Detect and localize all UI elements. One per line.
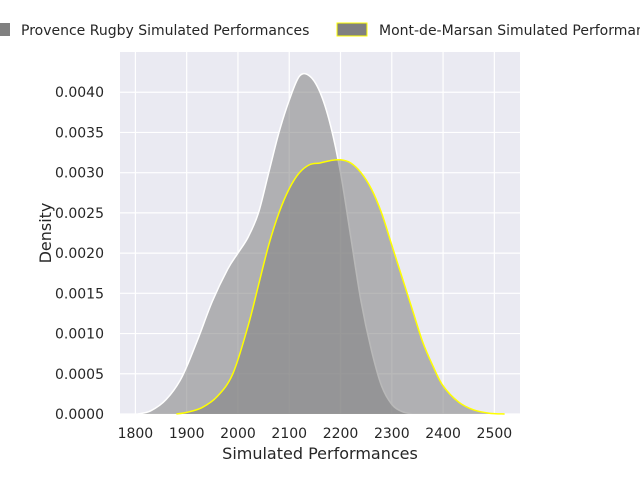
legend-swatch-mont-de-marsan [336,22,368,37]
y-tick-label: 0.0005 [55,367,104,383]
y-axis-label: Density [36,203,55,264]
legend: Provence Rugby Simulated Performances Mo… [0,22,640,39]
density-line-series-1 [176,158,505,415]
x-tick-label: 2300 [374,426,410,442]
y-tick-label: 0.0035 [55,125,104,141]
legend-label-mont-de-marsan: Mont-de-Marsan Simulated Performances [379,23,640,39]
y-tick-label: 0.0040 [55,85,104,101]
x-tick-label: 1800 [118,426,154,442]
x-tick-label: 2200 [323,426,359,442]
legend-label-provence: Provence Rugby Simulated Performances [21,23,309,39]
density-areas [137,72,505,415]
y-tick-label: 0.0020 [55,246,104,262]
x-tick-label: 2500 [477,426,513,442]
density-area-series-1 [176,159,505,414]
x-tick-label: 1900 [169,426,205,442]
y-tick-label: 0.0015 [55,286,104,302]
y-tick-label: 0.0000 [55,407,104,423]
legend-swatch-provence [0,23,10,36]
x-tick-label: 2100 [271,426,307,442]
x-tick-labels: 1800 1900 2000 2100 2200 2300 2400 2500 [118,426,513,442]
x-axis-label: Simulated Performances [222,444,418,463]
x-tick-label: 2000 [220,426,256,442]
y-tick-label: 0.0025 [55,206,104,222]
y-tick-label: 0.0030 [55,166,104,182]
y-tick-label: 0.0010 [55,327,104,343]
x-tick-label: 2400 [425,426,461,442]
y-tick-labels: 0.0000 0.0005 0.0010 0.0015 0.0020 0.0025 0.00… [55,85,104,423]
